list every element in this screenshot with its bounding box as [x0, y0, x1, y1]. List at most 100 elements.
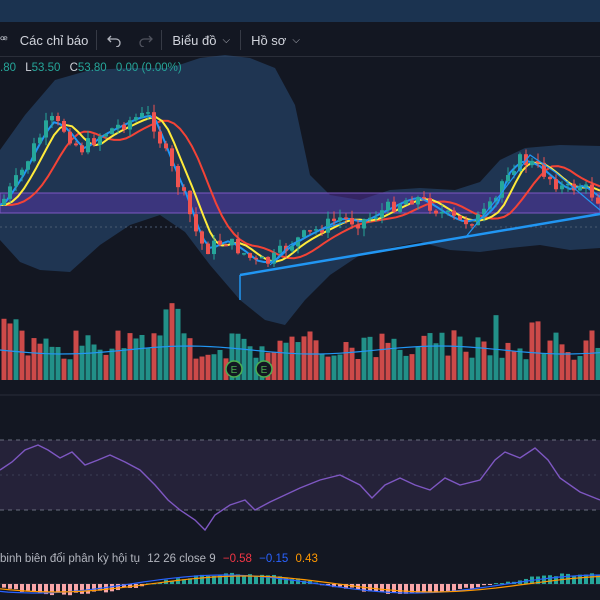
candle-body	[308, 230, 312, 232]
candle-body	[350, 218, 354, 225]
candle-body	[470, 224, 474, 226]
macd-legend: binh biên đổi phân kỳ hội tụ 12 26 close…	[0, 553, 318, 565]
candle-body	[458, 215, 462, 220]
macd-histogram-bar	[260, 574, 264, 584]
macd-histogram-bar	[536, 576, 540, 584]
candle-body	[224, 244, 228, 247]
volume-bar	[121, 348, 127, 380]
currency-symbol-button[interactable]: ꟹ	[0, 24, 12, 56]
macd-histogram-bar	[128, 584, 132, 588]
indicators-button[interactable]: Các chỉ báo	[12, 24, 97, 56]
candle-body	[512, 171, 516, 176]
candle-body	[488, 201, 492, 209]
macd-histogram-bar	[110, 584, 114, 592]
earnings-marker	[255, 360, 273, 378]
macd-histogram-bar	[578, 574, 582, 584]
macd-histogram-bar	[104, 584, 108, 593]
volume-bar	[307, 331, 313, 380]
macd-histogram-bar	[344, 584, 348, 589]
volume-bar	[337, 354, 343, 380]
candle-body	[68, 131, 72, 144]
volume-bar	[199, 356, 205, 380]
candle-body	[452, 210, 456, 216]
macd-histogram-bar	[2, 584, 6, 588]
macd-histogram-bar	[506, 581, 510, 584]
legend-change: 0.00 (0.00%)	[115, 62, 182, 74]
redo-button[interactable]	[131, 24, 161, 56]
volume-bar	[367, 336, 373, 380]
candle-body	[182, 187, 186, 191]
macd-histogram-bar	[80, 584, 84, 594]
volume-bar	[145, 347, 151, 380]
candle-body	[152, 112, 156, 132]
candle-body	[464, 219, 468, 225]
volume-bar	[361, 337, 367, 380]
volume-bar	[67, 359, 73, 380]
candle-body	[26, 161, 30, 170]
candle-body	[422, 197, 426, 199]
volume-bar	[157, 335, 163, 380]
volume-bar	[181, 333, 187, 380]
volume-bar	[397, 349, 403, 380]
volume-bar	[577, 356, 583, 380]
volume-bar	[85, 335, 91, 380]
volume-bar	[343, 342, 349, 380]
macd-histogram-bar	[50, 584, 54, 596]
candle-body	[302, 230, 306, 238]
chart-menu-button[interactable]: Biểu đồ ⌵	[162, 24, 240, 56]
volume-bar	[91, 344, 97, 380]
toolbar-divider	[96, 30, 98, 50]
candle-body	[362, 219, 366, 229]
volume-bar	[415, 346, 421, 380]
candle-body	[176, 166, 180, 188]
volume-bar	[175, 308, 181, 380]
candle-body	[326, 218, 330, 233]
macd-params: 12 26 close 9	[147, 553, 216, 565]
macd-histogram-bar	[242, 575, 246, 584]
macd-histogram-bar	[284, 578, 288, 584]
volume-bar	[385, 342, 391, 380]
volume-bar	[19, 330, 25, 380]
macd-histogram-bar	[32, 584, 36, 592]
volume-bar	[313, 340, 319, 380]
candle-body	[566, 183, 570, 186]
undo-button[interactable]	[97, 24, 131, 56]
candle-body	[482, 208, 486, 215]
candle-body	[416, 197, 420, 205]
candle-body	[128, 120, 132, 130]
candle-body	[116, 124, 120, 129]
candle-body	[380, 210, 384, 218]
candle-body	[236, 238, 240, 254]
profile-menu-button[interactable]: Hồ sơ ⌵	[241, 24, 310, 56]
macd-histogram-bar	[410, 584, 414, 593]
volume-bar	[463, 351, 469, 380]
candle-body	[500, 181, 504, 198]
candle-body	[56, 116, 60, 121]
legend-open: .80	[0, 62, 16, 74]
macd-histogram-bar	[428, 584, 432, 593]
macd-histogram-bar	[470, 584, 474, 589]
volume-bar	[61, 358, 67, 380]
macd-value-1: −0.58	[222, 553, 252, 565]
macd-histogram-bar	[290, 579, 294, 584]
candle-body	[170, 148, 174, 167]
macd-histogram-bar	[230, 572, 234, 584]
volume-bar	[205, 354, 211, 380]
macd-histogram-bar	[92, 584, 96, 592]
volume-bar	[1, 318, 7, 380]
volume-bar	[475, 337, 481, 380]
volume-bar	[229, 333, 235, 380]
candle-body	[440, 211, 444, 214]
macd-histogram-bar	[116, 584, 120, 591]
macd-histogram-bar	[494, 583, 498, 585]
undo-icon	[105, 31, 123, 49]
earnings-marker-label: E	[231, 365, 238, 376]
volume-bar	[235, 333, 241, 380]
candle-body	[122, 124, 126, 130]
candle-body	[596, 197, 600, 204]
candle-body	[62, 120, 66, 132]
volume-bar	[373, 357, 379, 380]
volume-bar	[451, 330, 457, 380]
legend-low-key: L	[25, 62, 32, 74]
